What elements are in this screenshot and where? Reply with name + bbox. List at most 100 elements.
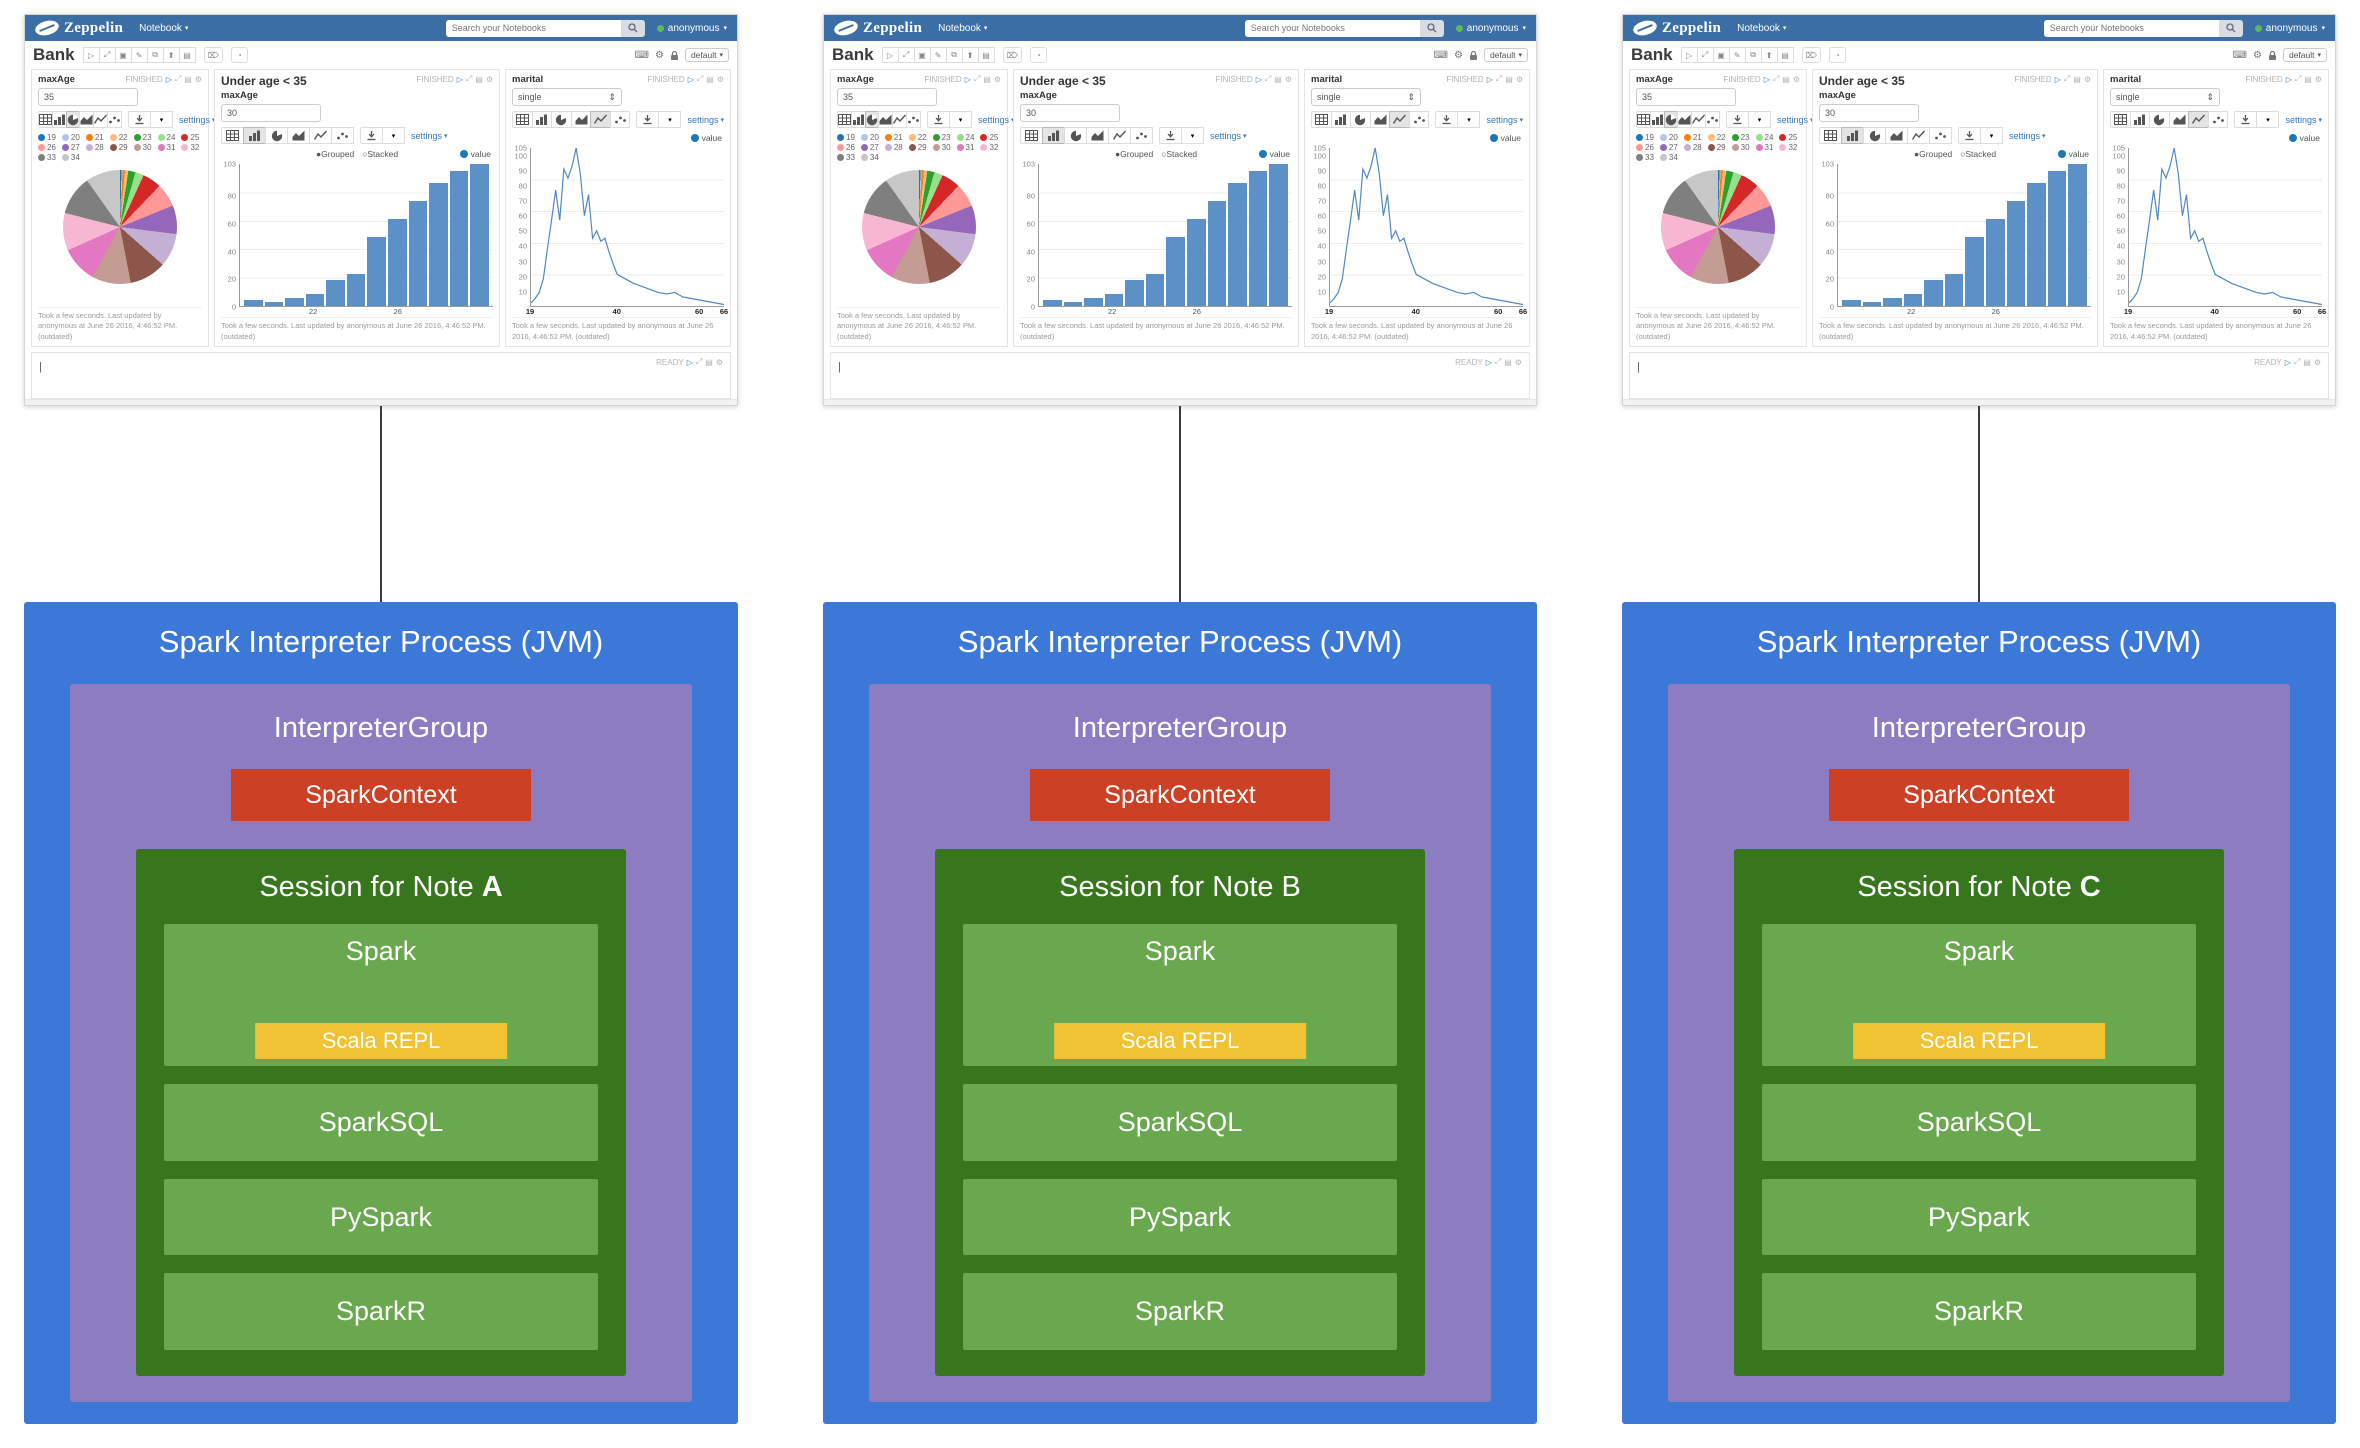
chart-type-line[interactable] [1108,127,1131,144]
bar[interactable] [2047,170,2067,306]
bar[interactable] [1145,274,1165,306]
bar-plot-area[interactable] [1038,164,1292,307]
legend-item[interactable]: 24 [157,133,175,142]
download-button[interactable] [1159,127,1182,144]
series-legend[interactable]: value [1489,133,1521,143]
legend-item[interactable]: 26 [837,143,855,152]
legend-item[interactable]: 25 [980,133,998,142]
keyboard-shortcuts-icon[interactable]: ⌨ [634,49,649,61]
fullscreen-icon[interactable]: ⤢ [1495,74,1503,83]
gear-icon[interactable]: ⚙ [194,74,202,84]
interpreter-binding-button[interactable]: default ▾ [1483,48,1528,62]
run-paragraph-icon[interactable]: ▷ [1485,357,1492,367]
maxage-input[interactable] [221,104,321,122]
bar[interactable] [2068,164,2087,306]
legend-item[interactable]: 29 [109,143,128,152]
legend-item[interactable]: 31 [157,143,175,152]
chart-type-bar[interactable] [2129,111,2151,128]
download-caret-button[interactable]: ▾ [1457,111,1481,128]
download-caret-button[interactable]: ▾ [1980,127,2003,144]
delete-note-button[interactable]: ⌦ [1002,47,1022,63]
fullscreen-icon[interactable]: ⤢ [1772,74,1780,83]
grouped-radio[interactable]: ●Grouped [1114,149,1154,159]
series-legend[interactable]: value [2288,133,2320,143]
output-icon[interactable]: ▤ [1504,357,1512,367]
bar[interactable] [1269,164,1288,306]
empty-paragraph[interactable]: | READY ▷ ⤢ ▤ ⚙ [830,352,1530,399]
line-plot-area[interactable] [1329,148,1523,307]
chart-type-area[interactable] [878,111,893,128]
chart-type-table[interactable] [1311,111,1332,128]
show-code-button[interactable]: ▣ [913,47,931,63]
settings-link[interactable]: settings ▾ [179,115,216,125]
chart-type-bar[interactable] [1330,111,1352,128]
legend-item[interactable]: 24 [1755,133,1773,142]
bar[interactable] [1228,183,1247,306]
legend-item[interactable]: 24 [956,133,974,142]
run-all-button[interactable]: ▷ [881,47,899,63]
bar[interactable] [264,301,284,306]
settings-link[interactable]: settings ▾ [978,115,1015,125]
chart-type-line[interactable] [2188,111,2209,128]
chart-type-scatter[interactable] [1705,111,1720,128]
gear-icon[interactable]: ⚙ [485,74,493,84]
legend-item[interactable]: 32 [980,143,998,152]
run-paragraph-icon[interactable]: ▷ [2284,357,2291,367]
collapse-button[interactable]: ⤢ [98,47,116,63]
download-caret-button[interactable]: ▾ [1181,127,1204,144]
chart-type-pie[interactable] [265,127,288,144]
clone-note-button[interactable]: ⧉ [1744,47,1762,63]
chart-type-pie[interactable] [1350,111,1371,128]
bar[interactable] [1248,170,1268,306]
chart-type-bar[interactable] [531,111,553,128]
legend-item[interactable]: 25 [181,133,199,142]
run-paragraph-icon[interactable]: ▷ [2054,74,2061,84]
bar[interactable] [2027,183,2046,306]
delete-note-button[interactable]: ⌦ [1801,47,1821,63]
legend-item[interactable]: 20 [860,133,879,142]
bar-plot-area[interactable] [1837,164,2091,307]
zeppelin-logo-icon[interactable] [1631,18,1659,38]
export-note-button[interactable]: ⬆ [1760,47,1778,63]
bar[interactable] [1862,301,1882,306]
gear-icon[interactable]: ⚙ [1515,74,1523,84]
zeppelin-brand[interactable]: Zeppelin [64,19,124,36]
marital-select[interactable]: single ⇕ [1311,88,1421,106]
series-legend[interactable]: value [1258,149,1290,159]
fullscreen-icon[interactable]: ⤢ [695,357,703,366]
run-paragraph-icon[interactable]: ▷ [686,357,693,367]
clear-output-button[interactable]: ✎ [1728,47,1746,63]
version-button[interactable]: ▤ [178,47,196,63]
bar[interactable] [1043,300,1062,306]
chart-type-table[interactable] [1020,127,1043,144]
legend-item[interactable]: 29 [908,143,927,152]
maxage-input[interactable] [38,88,138,106]
collapse-button[interactable]: ⤢ [897,47,915,63]
fullscreen-icon[interactable]: ⤢ [2294,74,2302,83]
chart-type-line[interactable] [590,111,611,128]
legend-item[interactable]: 21 [85,133,104,142]
output-icon[interactable]: ▤ [184,74,192,84]
download-caret-button[interactable]: ▾ [1748,111,1771,128]
bar[interactable] [1084,297,1103,306]
chart-type-table[interactable] [2110,111,2131,128]
series-legend[interactable]: value [690,133,722,143]
lock-icon[interactable] [1469,50,1478,61]
legend-item[interactable]: 32 [1779,143,1797,152]
chart-type-scatter[interactable] [609,111,631,128]
gear-icon[interactable]: ⚙ [1792,74,1800,84]
bar[interactable] [346,274,366,306]
legend-item[interactable]: 26 [38,143,56,152]
legend-item[interactable]: 22 [109,133,128,142]
legend-item[interactable]: 27 [860,143,879,152]
chart-type-scatter[interactable] [2207,111,2229,128]
user-menu[interactable]: anonymous ▾ [1455,23,1526,34]
download-caret-button[interactable]: ▾ [658,111,682,128]
pie-chart[interactable] [63,170,177,284]
fullscreen-icon[interactable]: ⤢ [465,74,473,83]
settings-link[interactable]: settings ▾ [1210,130,1247,141]
bar[interactable] [367,237,387,306]
legend-item[interactable]: 26 [1636,143,1654,152]
settings-link[interactable]: settings ▾ [2009,130,2046,141]
zeppelin-brand[interactable]: Zeppelin [1662,19,1722,36]
